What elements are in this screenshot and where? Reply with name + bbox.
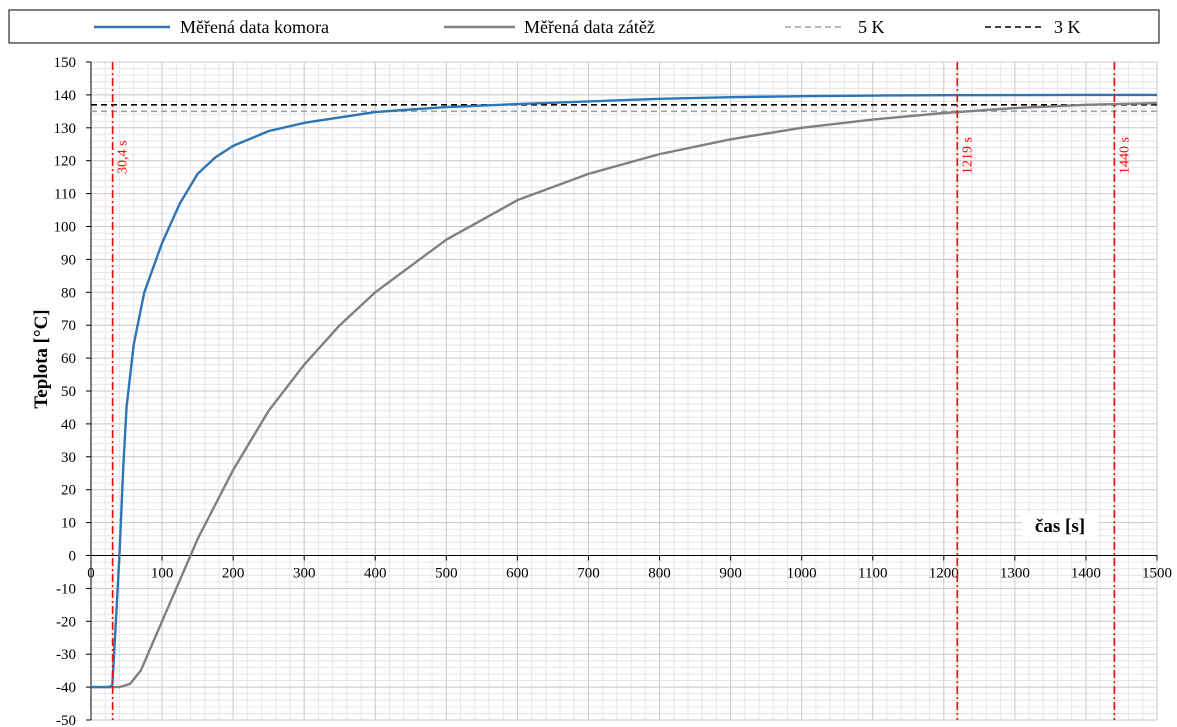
legend-label-2: 5 K (858, 17, 885, 37)
x-tick-label: 600 (506, 566, 529, 582)
x-tick-label: 1400 (1071, 566, 1101, 582)
x-tick-label: 500 (435, 566, 458, 582)
y-tick-label: 0 (69, 549, 77, 565)
x-axis-title-background (1022, 514, 1098, 540)
x-tick-label: 900 (719, 566, 742, 582)
y-tick-label: 50 (61, 384, 76, 400)
x-tick-label: 1200 (929, 566, 959, 582)
x-tick-label: 1500 (1142, 566, 1172, 582)
y-tick-label: -20 (56, 614, 76, 630)
y-tick-labels: -50 -40 -30 -20 -10 0 10 20 30 40 50 60 70 80 90 100 110… (54, 55, 77, 727)
legend-label-0: Měřená data komora (180, 17, 329, 37)
x-tick-label: 300 (293, 566, 316, 582)
y-axis-title: Teplota [°C] (31, 309, 52, 408)
y-tick-label: 60 (61, 351, 76, 367)
x-tick-label: 1100 (858, 566, 887, 582)
y-tick-label: 70 (61, 318, 76, 334)
x-tick-labels: 0 100 200 300 400 500 600 700 800 900 1000 1100 1200… (87, 566, 1172, 582)
y-tick-label: 100 (54, 220, 77, 236)
axes (86, 61, 1158, 721)
x-axis-title: čas [s] (1035, 516, 1085, 537)
legend-box (8, 9, 1160, 44)
marker-label-0: 30,4 s (116, 141, 131, 174)
legend-label-3: 3 K (1054, 17, 1081, 37)
y-tick-label: 80 (61, 285, 76, 301)
x-tick-label: 1000 (787, 566, 817, 582)
y-tick-label: 40 (61, 417, 76, 433)
y-tick-label: 90 (61, 252, 76, 268)
x-tick-label: 400 (364, 566, 387, 582)
y-tick-label: 10 (61, 516, 76, 532)
marker-lines: 30,4 s 1219 s 1440 s (111, 62, 1132, 720)
y-tick-label: -30 (56, 647, 76, 663)
x-tick-label: 200 (222, 566, 245, 582)
y-tick-label: 140 (54, 88, 77, 104)
major-grid (90, 61, 1158, 721)
legend: Měřená data komora Měřená data zátěž 5 K 3 … (8, 9, 1160, 44)
series-line-1 (91, 101, 1158, 689)
legend-label-1: Měřená data zátěž (524, 17, 655, 37)
x-tick-label: 800 (648, 566, 671, 582)
y-tick-label: 150 (54, 55, 77, 71)
y-tick-label: -10 (56, 581, 76, 597)
y-tick-label: 120 (54, 154, 77, 170)
y-tick-label: 20 (61, 483, 76, 499)
y-tick-label: 130 (54, 121, 77, 137)
y-tick-label: 30 (61, 450, 76, 466)
series-line-0 (91, 93, 1157, 689)
marker-label-1: 1219 s (960, 137, 975, 174)
x-tick-label: 100 (151, 566, 174, 582)
data-series (91, 93, 1158, 689)
x-tick-label: 0 (87, 566, 95, 582)
marker-label-2: 1440 s (1117, 137, 1132, 174)
x-tick-label: 1300 (1000, 566, 1030, 582)
y-tick-label: -40 (56, 680, 76, 696)
y-tick-label: -50 (56, 713, 76, 727)
x-tick-label: 700 (577, 566, 600, 582)
y-tick-label: 110 (54, 187, 76, 203)
